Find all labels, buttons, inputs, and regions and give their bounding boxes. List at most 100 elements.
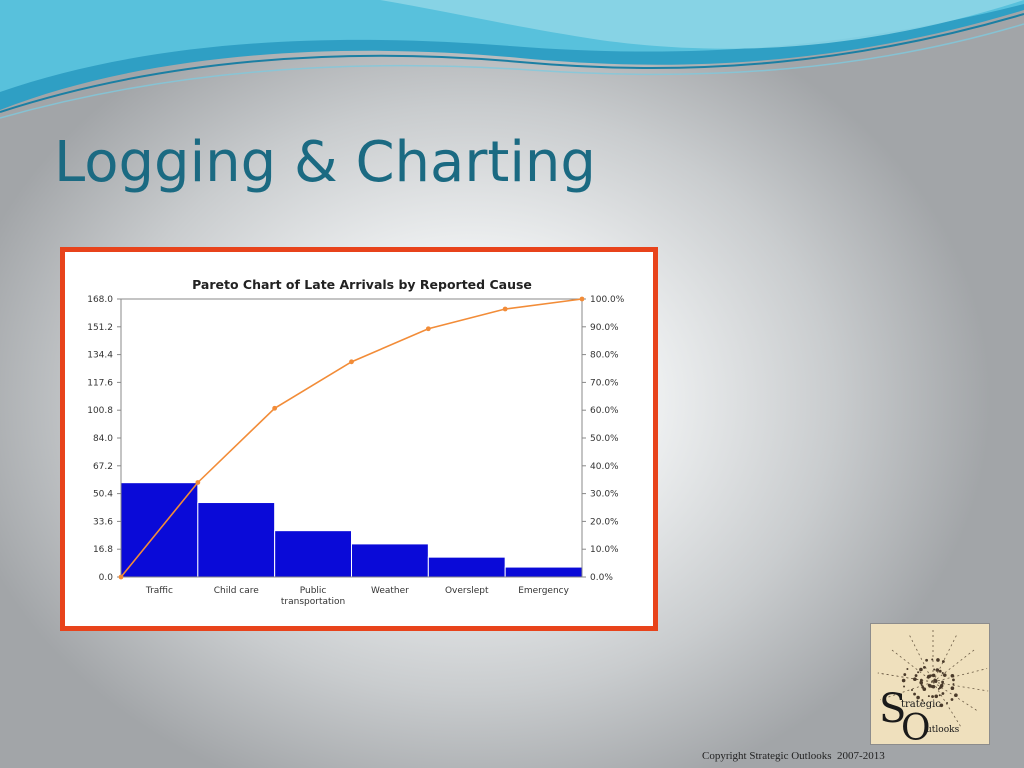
logo-ray [877,672,934,683]
logo-dot [933,678,937,682]
slide-title: Logging & Charting [54,130,596,195]
logo-dot [934,694,939,699]
cumulative-point [502,306,508,312]
logo-dot [922,687,927,691]
logo-dot [913,677,917,682]
logo-dot [952,678,955,682]
logo-dot [939,703,944,708]
chart-bar [351,543,429,578]
logo-dot [938,694,941,697]
logo-dot [935,668,940,672]
logo-dot [950,686,955,691]
logo-dot [927,695,930,698]
logo-dot [952,683,955,686]
copyright-text: Copyright Strategic Outlooks 2007-2013 [702,750,885,762]
x-tick-label: Emergency [518,586,569,596]
logo-ray [932,681,989,692]
chart-bar [504,566,583,578]
logo-dot [946,701,949,704]
logo-dot [920,684,923,687]
logo-dot [950,698,954,701]
logo-dot [919,678,923,682]
logo-dot [931,695,934,698]
chart-bar [427,556,506,578]
logo-dot [941,660,945,663]
logo-dot [931,684,936,689]
x-tick-label: Overslept [445,586,489,596]
y-tick-label: 50.4 [93,490,113,500]
logo-dot [917,671,920,674]
y-tick-label: 33.6 [93,517,113,527]
logo-dot [954,693,958,697]
logo-ray [932,681,962,728]
logo-word-trategic: trategic [901,699,941,710]
cumulative-point [118,574,124,580]
logo-dot [941,671,944,674]
cumulative-point [579,296,585,302]
y-tick-label: 134.4 [87,351,113,361]
x-tick-label: Traffic [145,586,173,596]
y2-tick-label: 90.0% [590,323,619,333]
chart-bar [197,502,276,578]
logo-dot [933,668,936,671]
logo-dot [923,665,926,669]
logo-dot [950,673,955,678]
y2-tick-label: 20.0% [590,517,619,527]
x-tick-label: Child care [214,586,260,596]
chart-frame: Pareto Chart of Late Arrivals by Reporte… [60,247,658,631]
logo-dot [913,692,916,696]
logo-ray [932,668,988,683]
y-tick-label: 0.0 [99,573,114,583]
logo-dot [941,692,945,695]
y-tick-label: 67.2 [93,462,113,472]
y-tick-label: 100.8 [87,406,113,416]
logo-letter-o: O [901,708,931,744]
logo-dot [941,682,944,685]
logo-dot [941,680,944,684]
y2-tick-label: 0.0% [590,573,613,583]
logo-dot [906,667,909,670]
logo-dot [919,680,924,685]
logo-dot [919,667,923,672]
logo-ray [932,681,980,713]
pareto-chart: Pareto Chart of Late Arrivals by Reporte… [87,277,625,607]
logo-dot [925,658,929,662]
header-wave-decoration [0,0,1024,119]
logo-dot [911,688,914,691]
logo-dot [901,678,906,683]
logo-word-utlooks: utlooks [926,725,960,735]
y2-tick-label: 60.0% [590,406,619,416]
y-tick-label: 117.6 [87,378,113,388]
logo-ray [932,648,977,683]
logo-dot [914,674,918,677]
cumulative-point [349,359,354,365]
logo-dot [916,695,920,700]
x-tick-label: Public [300,586,327,596]
x-tick-label: Weather [371,586,409,596]
chart-bar [274,530,353,578]
logo-letter-s: S [879,686,906,732]
x-tick-label: transportation [281,597,345,607]
y2-tick-label: 10.0% [590,545,619,555]
chart-title: Pareto Chart of Late Arrivals by Reporte… [192,277,532,292]
y2-tick-label: 50.0% [590,434,619,444]
y2-tick-label: 80.0% [590,351,619,361]
logo-dot [936,658,940,662]
cumulative-point [195,480,201,485]
logo-dot [921,699,924,702]
y2-tick-label: 40.0% [590,462,619,472]
logo-dot [903,685,906,688]
logo-dot [926,676,929,679]
y2-tick-label: 100.0% [590,295,625,305]
logo-dot [931,673,936,678]
y-tick-label: 84.0 [93,434,113,444]
logo-ray [880,681,934,701]
strategic-outlooks-logo: S trategic O utlooks [870,623,990,745]
y2-tick-label: 30.0% [590,490,619,500]
y-tick-label: 168.0 [87,295,113,305]
logo-dot [938,669,942,673]
y-tick-label: 151.2 [87,323,113,333]
cumulative-point [425,326,431,332]
y-tick-label: 16.8 [93,545,113,555]
logo-ray [889,648,934,683]
